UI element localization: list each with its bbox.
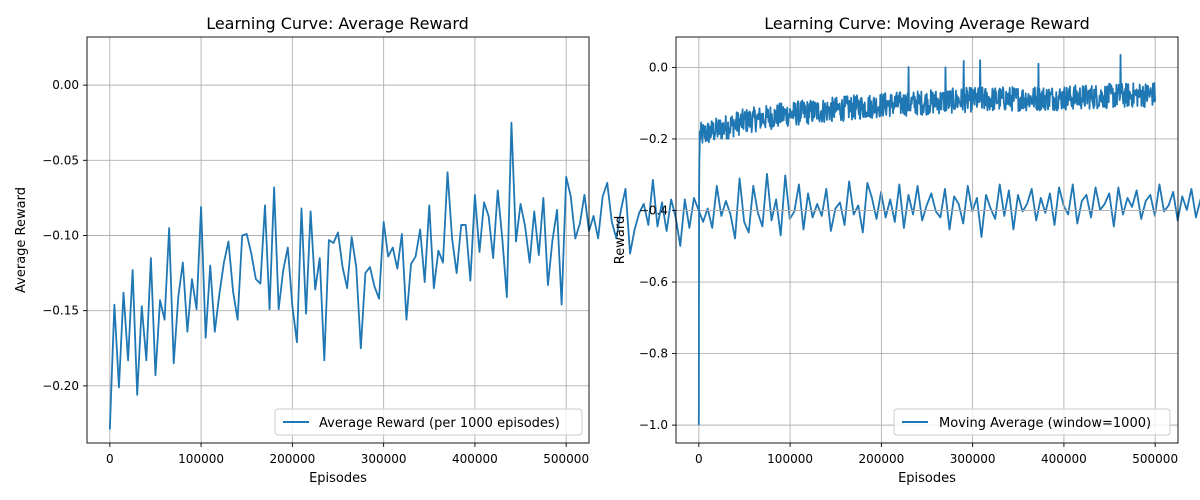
chart-average-reward: Learning Curve: Average Reward 0 100000 20… [14, 14, 1200, 486]
y-tick-label: −0.4 [639, 203, 668, 217]
y-tick-label: 0.0 [649, 60, 668, 74]
x-tick-label: 0 [695, 452, 703, 466]
x-axis-label: Episodes [309, 471, 367, 486]
legend: Average Reward (per 1000 episodes) [274, 408, 583, 436]
y-tick-label: −0.10 [42, 228, 79, 242]
y-axis-ticks: 0.0 −0.2 −0.4 −0.6 −0.8 −1.0 [639, 60, 676, 432]
x-tick-label: 400000 [452, 452, 498, 466]
x-tick-label: 300000 [950, 452, 996, 466]
series-path-moving-average [697, 53, 1157, 426]
y-tick-label: −0.8 [639, 347, 668, 361]
x-tick-label: 200000 [269, 452, 315, 466]
series-path-average-reward [108, 121, 1200, 430]
x-tick-label: 300000 [361, 452, 407, 466]
plot-frame [675, 36, 1179, 444]
y-axis-label: Average Reward [14, 187, 29, 293]
y-tick-label: −0.2 [639, 132, 668, 146]
plot-frame [86, 36, 590, 444]
x-axis-ticks: 0 100000 200000 300000 400000 500000 [106, 443, 589, 466]
x-axis-label: Episodes [898, 471, 956, 486]
chart-moving-average: Learning Curve: Moving Average Reward 0 1… [613, 14, 1179, 486]
legend: Moving Average (window=1000) [893, 408, 1171, 436]
chart-title: Learning Curve: Average Reward [206, 14, 469, 33]
y-tick-label: 0.00 [52, 78, 79, 92]
x-tick-label: 0 [106, 452, 114, 466]
y-tick-label: −0.20 [42, 379, 79, 393]
x-tick-label: 100000 [178, 452, 224, 466]
x-tick-label: 500000 [1132, 452, 1178, 466]
y-tick-label: −0.15 [42, 304, 79, 318]
x-tick-label: 100000 [767, 452, 813, 466]
legend-label: Moving Average (window=1000) [939, 416, 1151, 431]
x-axis-ticks: 0 100000 200000 300000 400000 500000 [695, 443, 1178, 466]
legend-label: Average Reward (per 1000 episodes) [319, 416, 560, 431]
series-line [108, 121, 1200, 430]
y-tick-label: −0.05 [42, 153, 79, 167]
series-line [697, 53, 1157, 426]
y-axis-label: Reward [613, 216, 628, 264]
x-tick-label: 500000 [543, 452, 589, 466]
chart-title: Learning Curve: Moving Average Reward [764, 14, 1090, 33]
y-axis-ticks: 0.00 −0.05 −0.10 −0.15 −0.20 [42, 78, 87, 393]
x-tick-label: 400000 [1041, 452, 1087, 466]
x-tick-label: 200000 [858, 452, 904, 466]
y-tick-label: −1.0 [639, 418, 668, 432]
legend-box [274, 408, 583, 436]
legend-box [893, 408, 1171, 436]
y-tick-label: −0.6 [639, 275, 668, 289]
